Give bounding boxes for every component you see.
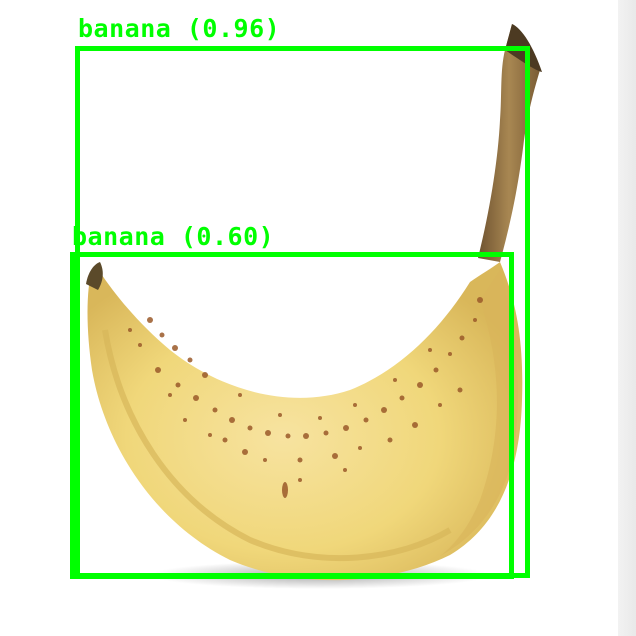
banana-ridge <box>102 329 452 562</box>
detection-label-1: banana (0.96) <box>78 14 281 43</box>
banana-stem <box>478 24 540 262</box>
detection-label-2: banana (0.60) <box>72 222 275 251</box>
banana-spots <box>128 297 483 498</box>
banana-tip <box>86 262 103 290</box>
detection-box-2 <box>70 252 514 579</box>
banana-edge-shade <box>440 270 518 556</box>
image-edge-strip <box>618 0 636 636</box>
